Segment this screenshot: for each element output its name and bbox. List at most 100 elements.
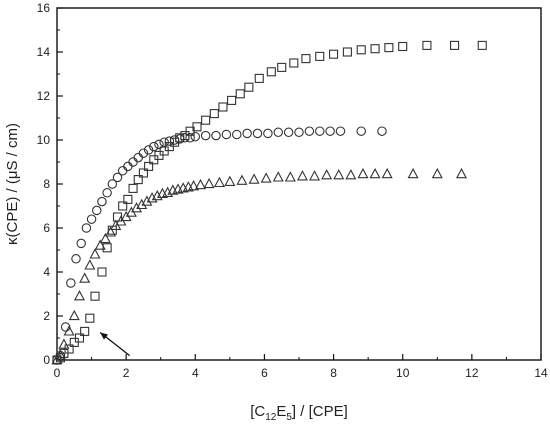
circle-point: [71, 254, 81, 264]
x-axis-label-part: [C: [250, 403, 265, 420]
triangle-point: [94, 239, 106, 250]
square-point: [218, 102, 228, 112]
circle-point: [314, 126, 325, 136]
triangle-point: [136, 198, 148, 210]
square-point: [329, 49, 339, 59]
circle-point: [283, 127, 294, 138]
square-point: [422, 40, 432, 50]
square-point: [209, 109, 219, 119]
y-tick-label: 4: [43, 265, 50, 279]
triangle-point: [68, 309, 80, 321]
square-point: [266, 67, 276, 77]
triangle-point: [73, 290, 85, 301]
circle-point: [200, 130, 211, 141]
y-tick-label: 6: [43, 221, 50, 235]
x-tick-label: 8: [330, 366, 337, 380]
triangle-point: [141, 195, 153, 206]
circle-point: [92, 205, 102, 216]
circle-point: [97, 196, 107, 207]
circle-point: [242, 128, 252, 139]
circle-point: [180, 133, 190, 143]
x-axis-label-subscript: 5: [286, 412, 292, 423]
x-axis-label: [C12E5] / [CPE]: [250, 403, 348, 423]
circle-point: [169, 135, 180, 145]
triangle-point: [188, 180, 200, 191]
triangle-point: [130, 202, 143, 213]
y-tick-label: 10: [37, 133, 51, 147]
triangle-point: [84, 259, 96, 270]
square-point: [102, 243, 112, 253]
triangle-point: [321, 169, 333, 180]
square-point: [144, 161, 154, 171]
circle-point: [232, 129, 242, 140]
circle-point: [273, 127, 284, 138]
x-tick-label: 4: [192, 366, 199, 380]
circle-point: [76, 238, 86, 249]
circle-point: [86, 214, 97, 224]
square-point: [128, 183, 138, 193]
square-point: [74, 333, 85, 343]
circle-point: [128, 157, 138, 167]
triangle-point: [224, 175, 236, 186]
circle-point: [294, 127, 304, 138]
y-tick-label: 16: [37, 1, 51, 15]
square-point: [235, 89, 245, 99]
triangle-point: [369, 167, 381, 179]
square-point: [370, 44, 380, 54]
tick-group: [56, 7, 542, 361]
y-tick-label: 8: [43, 177, 50, 191]
circle-point: [112, 172, 123, 183]
circle-point: [154, 139, 164, 150]
circle-point: [252, 128, 263, 139]
y-tick-label: 12: [37, 89, 51, 103]
triangle-point: [381, 167, 393, 179]
circle-point: [102, 188, 112, 198]
circle-point: [143, 145, 154, 155]
circle-point: [138, 148, 149, 158]
triangle-point: [260, 172, 272, 183]
square-point: [277, 62, 287, 72]
x-tick-label: 0: [54, 366, 61, 380]
square-point: [90, 291, 100, 301]
square-point: [342, 47, 352, 57]
y-tick-label: 2: [43, 309, 50, 323]
square-point: [244, 82, 254, 92]
square-point: [138, 168, 148, 178]
x-tick-label: 6: [261, 366, 268, 380]
triangle-point: [345, 169, 357, 180]
circle-point: [149, 141, 159, 152]
square-point: [227, 95, 237, 105]
triangle-point: [63, 325, 75, 336]
triangle-point: [431, 167, 443, 179]
square-point: [450, 40, 460, 50]
x-axis-label-part: ] / [CPE]: [292, 403, 348, 420]
y-axis-label: κ(CPE) / (μS / cm): [4, 123, 21, 245]
square-point: [398, 41, 408, 52]
square-point: [315, 51, 325, 61]
circle-point: [164, 136, 175, 146]
data-marks: [51, 40, 487, 365]
square-point: [97, 267, 107, 277]
square-point: [289, 58, 299, 68]
y-tick-label: 0: [43, 353, 50, 367]
triangle-point: [407, 167, 419, 179]
square-point: [118, 201, 128, 211]
tick-label-group: 0 2 4 6 8 10 12 14 0 2 4 6 8 10 12 14 16: [37, 1, 548, 380]
circle-point: [117, 166, 128, 176]
square-point: [85, 313, 95, 323]
triangle-point: [105, 226, 117, 237]
triangle-point: [58, 338, 70, 349]
triangle-point: [194, 178, 206, 190]
x-tick-label: 12: [465, 366, 479, 380]
square-point: [356, 45, 366, 55]
square-point: [133, 175, 143, 185]
circle-point: [66, 278, 76, 288]
circle-point: [211, 130, 221, 141]
circle-point: [133, 152, 143, 163]
triangle-point: [89, 248, 101, 259]
triangle-point: [455, 167, 468, 179]
square-point: [64, 344, 74, 354]
triangle-point: [248, 173, 260, 184]
triangle-point: [203, 177, 215, 189]
circle-point: [263, 128, 273, 139]
